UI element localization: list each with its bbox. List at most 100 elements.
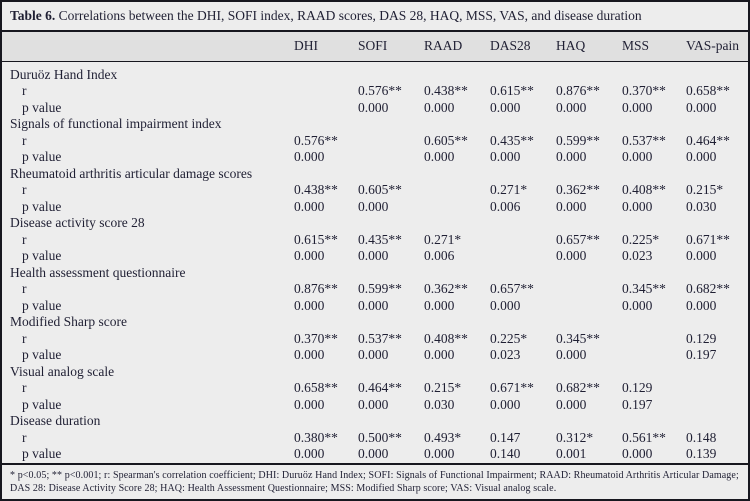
cell-value: 0.139	[686, 446, 717, 461]
cell-value: 0.605**	[424, 132, 468, 148]
cell-value	[620, 347, 684, 364]
stat-label: r	[22, 380, 27, 395]
p-values-row: p value 0.000 0.000 0.006 0.000 0.023 0.000	[2, 248, 748, 265]
column-header-sofi: SOFI	[356, 32, 422, 62]
cell-value: 0.435**	[490, 132, 534, 148]
stat-label: r	[22, 231, 27, 247]
cell-value: 0.000	[490, 149, 521, 164]
r-values-row: r 0.380** 0.500** 0.493* 0.147 0.312* 0.561** 0…	[2, 430, 748, 447]
cell-value: 0.129	[686, 330, 717, 346]
cell-value: 0.362**	[556, 182, 600, 197]
cell-value: 0.438**	[294, 182, 338, 197]
cell-value: 0.197	[686, 347, 717, 362]
r-values-row: r 0.658** 0.464** 0.215* 0.671** 0.682** 0.129	[2, 380, 748, 397]
cell-value: 0.500**	[358, 429, 402, 445]
cell-value: 0.000	[424, 99, 455, 115]
cell-value: 0.345**	[622, 281, 666, 296]
group-name: Disease duration	[10, 413, 101, 428]
cell-value: 0.000	[622, 149, 653, 164]
column-header-mss: MSS	[620, 32, 684, 62]
cell-value	[620, 331, 684, 348]
cell-value: 0.140	[490, 446, 521, 461]
cell-value: 0.000	[358, 99, 389, 115]
cell-value	[292, 100, 356, 117]
cell-value: 0.000	[622, 446, 653, 461]
p-values-row: p value 0.000 0.000 0.000 0.140 0.001 0.000 0.1…	[2, 446, 748, 463]
stat-label: p value	[22, 347, 62, 362]
stat-label: p value	[22, 396, 62, 412]
cell-value: 0.599**	[358, 281, 402, 296]
group-row: Rheumatoid arthritis articular damage sc…	[2, 166, 748, 183]
cell-value: 0.615**	[490, 83, 534, 98]
p-values-row: p value 0.000 0.000 0.000 0.000 0.000 0.000	[2, 100, 748, 117]
cell-value: 0.576**	[358, 83, 402, 98]
correlation-table: DHI SOFI RAAD DAS28 HAQ MSS VAS-pain Duruöz Ha…	[2, 32, 748, 463]
group-name: Signals of functional impairment index	[10, 116, 222, 131]
stat-label: p value	[22, 248, 62, 263]
cell-value: 0.000	[424, 446, 455, 461]
stat-label: p value	[22, 198, 62, 214]
cell-value: 0.682**	[556, 380, 600, 395]
group-row: Health assessment questionnaire	[2, 265, 748, 282]
group-row: Disease activity score 28	[2, 215, 748, 232]
cell-value: 0.435**	[358, 231, 402, 247]
cell-value: 0.000	[358, 198, 389, 214]
r-values-row: r 0.576** 0.605** 0.435** 0.599** 0.537** 0.46…	[2, 133, 748, 150]
cell-value: 0.599**	[556, 132, 600, 148]
cell-value: 0.023	[622, 248, 653, 263]
cell-value: 0.000	[686, 99, 717, 115]
cell-value: 0.493*	[424, 429, 462, 445]
stat-label: r	[22, 182, 27, 197]
cell-value: 0.000	[686, 248, 717, 263]
group-name: Rheumatoid arthritis articular damage sc…	[10, 165, 253, 181]
cell-value: 0.561**	[622, 429, 666, 445]
cell-value: 0.576**	[294, 132, 338, 148]
stat-label: p value	[22, 99, 62, 115]
cell-value	[356, 149, 422, 166]
cell-value: 0.000	[686, 297, 717, 313]
group-row: Modified Sharp score	[2, 314, 748, 331]
column-header-das28: DAS28	[488, 32, 554, 62]
r-values-row: r 0.615** 0.435** 0.271* 0.657** 0.225* 0.671*…	[2, 232, 748, 249]
cell-value: 0.000	[490, 297, 521, 313]
table-number: Table 6.	[10, 8, 56, 23]
r-values-row: r 0.438** 0.605** 0.271* 0.362** 0.408** 0.215…	[2, 182, 748, 199]
cell-value: 0.000	[358, 446, 389, 461]
cell-value: 0.000	[358, 297, 389, 313]
cell-value: 0.148	[686, 429, 717, 445]
cell-value: 0.000	[424, 347, 455, 362]
cell-value: 0.197	[622, 396, 653, 412]
cell-value	[488, 248, 554, 265]
group-row: Visual analog scale	[2, 364, 748, 381]
cell-value: 0.000	[294, 446, 325, 461]
cell-value: 0.657**	[556, 231, 600, 247]
group-name: Duruöz Hand Index	[10, 66, 118, 82]
group-row: Duruöz Hand Index	[2, 61, 748, 83]
cell-value: 0.438**	[424, 83, 468, 98]
cell-value: 0.006	[424, 248, 455, 263]
cell-value: 0.225*	[490, 330, 528, 346]
column-header-vas-pain: VAS-pain	[684, 32, 748, 62]
cell-value: 0.129	[622, 380, 653, 395]
cell-value: 0.000	[622, 99, 653, 115]
cell-value: 0.000	[556, 347, 587, 362]
stat-label: r	[22, 132, 27, 148]
cell-value: 0.147	[490, 429, 521, 445]
cell-value: 0.380**	[294, 429, 338, 445]
cell-value: 0.464**	[686, 132, 730, 148]
cell-value: 0.000	[294, 396, 325, 412]
group-name: Disease activity score 28	[10, 215, 145, 230]
stat-label: p value	[22, 446, 62, 461]
cell-value: 0.537**	[358, 330, 402, 346]
cell-value: 0.000	[556, 396, 587, 412]
cell-value: 0.657**	[490, 281, 534, 296]
cell-value: 0.671**	[686, 231, 730, 247]
cell-value: 0.023	[490, 347, 521, 362]
p-values-row: p value 0.000 0.000 0.000 0.000 0.000 0.000	[2, 298, 748, 315]
p-values-row: p value 0.000 0.000 0.000 0.000 0.000 0.000	[2, 149, 748, 166]
cell-value: 0.000	[556, 198, 587, 214]
cell-value: 0.271*	[424, 231, 462, 247]
cell-value: 0.682**	[686, 281, 730, 296]
column-header-row: DHI SOFI RAAD DAS28 HAQ MSS VAS-pain	[2, 32, 748, 62]
